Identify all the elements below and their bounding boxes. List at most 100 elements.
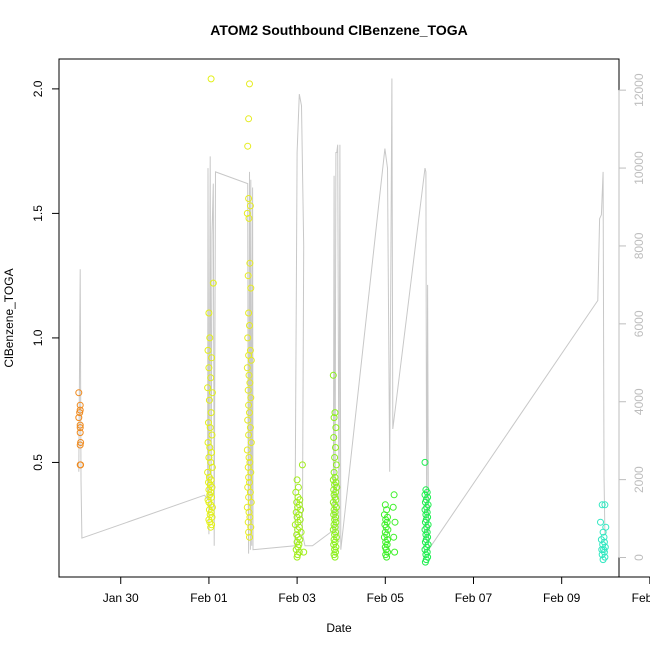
- y2-tick-label: 12000: [632, 73, 646, 107]
- data-point: [331, 454, 339, 461]
- y-axis-label: ClBenzene_TOGA: [2, 268, 16, 367]
- data-point: [246, 322, 253, 329]
- data-point: [246, 513, 254, 521]
- data-point: [209, 279, 217, 287]
- x-tick-label: Feb 09: [543, 591, 581, 605]
- data-point: [293, 476, 301, 484]
- data-point: [332, 424, 340, 432]
- data-point: [331, 553, 339, 561]
- data-point: [246, 202, 254, 210]
- data-point: [246, 458, 254, 466]
- data-point: [246, 80, 253, 88]
- data-point: [206, 334, 214, 342]
- data-point: [207, 523, 215, 531]
- y2-tick-label: 4000: [632, 388, 646, 415]
- data-point: [332, 444, 339, 451]
- data-point: [208, 354, 216, 362]
- series-7: [421, 458, 432, 566]
- data-point: [246, 259, 254, 267]
- data-point: [76, 421, 84, 429]
- data-point: [205, 396, 213, 404]
- data-point: [391, 518, 399, 526]
- data-point: [244, 142, 252, 150]
- x-tick-label: Feb 11: [632, 591, 650, 605]
- data-point: [76, 429, 84, 437]
- data-point: [205, 454, 213, 461]
- data-point: [246, 478, 253, 486]
- data-point: [247, 439, 255, 446]
- data-point: [244, 334, 252, 342]
- x-tick-label: Feb 07: [455, 591, 493, 605]
- data-point: [243, 503, 251, 511]
- series-1: [75, 389, 85, 469]
- data-point: [76, 401, 84, 409]
- y-tick-label: 1.5: [31, 205, 45, 222]
- x-tick-label: Feb 05: [367, 591, 405, 605]
- data-point: [245, 473, 253, 481]
- axes-layer: Jan 30 Feb 01 Feb 03 Feb 05 Feb 07 Feb 09 Feb …: [31, 73, 650, 605]
- data-point: [207, 374, 215, 382]
- series-6: [380, 491, 399, 561]
- data-point: [330, 414, 338, 422]
- y2-tick-label: 2000: [632, 466, 646, 493]
- series-4: [291, 461, 308, 561]
- data-point: [243, 364, 251, 372]
- data-point: [390, 533, 398, 541]
- data-point: [77, 461, 85, 469]
- data-points-layer: [75, 75, 610, 566]
- data-point: [247, 356, 255, 364]
- data-point: [331, 409, 339, 417]
- data-point: [330, 434, 338, 441]
- data-point: [75, 414, 83, 422]
- data-point: [245, 401, 253, 409]
- data-point: [332, 533, 340, 541]
- series-5: [329, 371, 341, 561]
- data-point: [207, 75, 215, 83]
- data-point: [75, 389, 83, 397]
- data-point: [247, 498, 255, 506]
- data-point: [205, 364, 213, 372]
- data-point: [208, 463, 216, 471]
- data-point: [300, 548, 308, 556]
- y2-tick-label: 6000: [632, 310, 646, 337]
- data-point: [245, 528, 253, 536]
- data-point: [383, 553, 391, 561]
- data-point: [245, 115, 253, 123]
- data-point: [204, 346, 212, 354]
- data-point: [207, 458, 215, 466]
- data-point: [421, 558, 429, 566]
- data-point: [207, 409, 215, 417]
- data-point: [246, 424, 254, 432]
- data-point: [76, 424, 84, 432]
- data-point: [389, 503, 397, 511]
- data-point: [597, 518, 604, 526]
- data-point: [598, 501, 606, 509]
- data-point: [208, 431, 216, 439]
- x-axis-label: Date: [326, 621, 352, 635]
- data-point: [246, 409, 253, 417]
- data-point: [331, 481, 339, 489]
- y-tick-label: 2.0: [31, 80, 45, 97]
- x-tick-label: Feb 01: [190, 591, 228, 605]
- data-point: [293, 553, 301, 561]
- data-point: [245, 431, 253, 439]
- data-point: [245, 195, 253, 202]
- data-point: [421, 458, 429, 466]
- y2-tick-label: 0: [632, 554, 646, 561]
- y2-tick-label: 10000: [632, 151, 646, 185]
- data-point: [244, 416, 252, 424]
- x-tick-label: Jan 30: [103, 591, 139, 605]
- data-point: [76, 406, 84, 414]
- series-3: [243, 80, 255, 541]
- data-point: [205, 419, 212, 427]
- data-point: [76, 409, 84, 417]
- data-point: [381, 501, 389, 509]
- data-point: [294, 551, 302, 559]
- data-point: [246, 379, 254, 387]
- data-point: [245, 309, 253, 317]
- data-point: [244, 272, 252, 280]
- data-point: [244, 386, 252, 394]
- data-point: [332, 461, 340, 469]
